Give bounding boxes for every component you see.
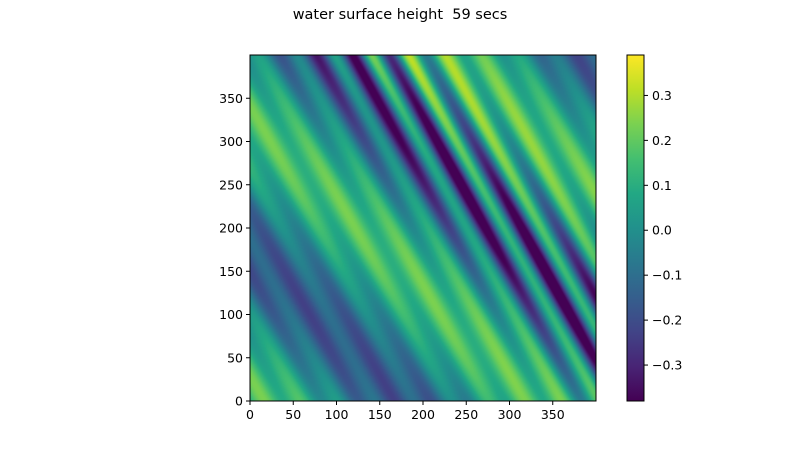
x-tick-label: 100 — [325, 407, 349, 422]
x-tick-label: 200 — [411, 407, 435, 422]
y-axis: 0 50 100 150 200 250 300 350 — [219, 91, 250, 409]
colorbar-axis: −0.3 −0.2 −0.1 0.0 0.1 0.2 0.3 — [644, 88, 682, 373]
y-tick-label: 300 — [219, 134, 243, 149]
y-tick-label: 200 — [219, 221, 243, 236]
y-tick-label: 100 — [219, 307, 243, 322]
y-tick-label: 0 — [235, 394, 243, 409]
colorbar-tick-label: −0.3 — [652, 358, 682, 373]
colorbar-tick-label: −0.2 — [652, 313, 682, 328]
x-tick-label: 300 — [498, 407, 522, 422]
heatmap-image — [250, 55, 596, 401]
x-tick-label: 250 — [454, 407, 478, 422]
y-tick-label: 250 — [219, 177, 243, 192]
x-tick-label: 0 — [246, 407, 254, 422]
colorbar-tick-label: 0.2 — [652, 133, 672, 148]
y-tick-label: 150 — [219, 264, 243, 279]
y-tick-label: 50 — [227, 350, 243, 365]
colorbar — [627, 55, 644, 401]
x-tick-label: 50 — [285, 407, 301, 422]
colorbar-frame — [626, 54, 645, 402]
x-axis: 0 50 100 150 200 250 300 350 — [246, 401, 565, 422]
colorbar-tick-label: 0.0 — [652, 223, 672, 238]
chart-title: water surface height 59 secs — [292, 7, 508, 23]
x-tick-label: 350 — [541, 407, 565, 422]
x-tick-label: 150 — [368, 407, 392, 422]
heatmap-cells — [250, 55, 596, 401]
colorbar-tick-label: −0.1 — [652, 268, 682, 283]
colorbar-tick-label: 0.3 — [652, 88, 672, 103]
colorbar-gradient — [627, 55, 644, 401]
colorbar-tick-label: 0.1 — [652, 178, 672, 193]
y-tick-label: 350 — [219, 91, 243, 106]
